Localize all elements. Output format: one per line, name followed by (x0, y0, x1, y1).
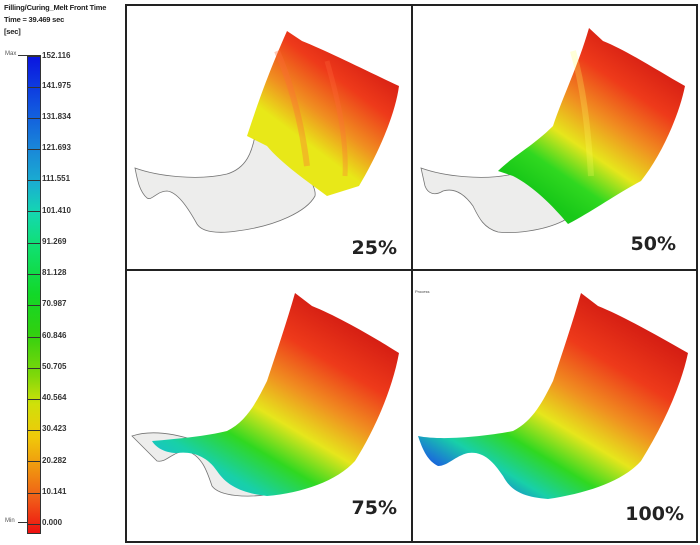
legend-unit: [sec] (4, 27, 21, 36)
tick-label: 81.128 (42, 268, 67, 277)
color-scale-bar (27, 55, 41, 534)
fill-percent-label: 75% (351, 497, 397, 519)
panel-75-percent: 75% (127, 271, 411, 539)
tick-label: 111.551 (42, 174, 71, 183)
legend-title: Filling/Curing_Melt Front Time (4, 3, 107, 12)
part-surface-50 (420, 28, 685, 233)
tick-label: 40.564 (42, 393, 67, 402)
tick-label: 101.410 (42, 206, 71, 215)
fill-percent-label: 25% (351, 237, 397, 259)
panel-100-percent: Process 100% (413, 271, 694, 539)
tick-label: 70.987 (42, 299, 67, 308)
fill-percent-label: 100% (625, 503, 684, 525)
grid-vertical-divider (411, 4, 413, 541)
min-label: Min (5, 518, 15, 524)
process-caption: Process (415, 289, 430, 294)
tick-label: 50.705 (42, 362, 67, 371)
tick-label: 60.846 (42, 331, 67, 340)
tick-label: 121.693 (42, 143, 71, 152)
tick-label: 0.000 (42, 518, 63, 527)
panel-25-percent: 25% (127, 6, 411, 269)
tick-label: 152.116 (42, 51, 71, 60)
max-marker (18, 55, 27, 56)
max-label: Max (5, 51, 17, 57)
grid-horizontal-divider (125, 269, 696, 271)
fill-percent-label: 50% (630, 233, 676, 255)
legend-time: Time = 39.469 sec (4, 15, 65, 24)
tick-label: 10.141 (42, 487, 67, 496)
tick-label: 20.282 (42, 456, 67, 465)
part-surface-25 (134, 31, 399, 233)
part-surface-75 (131, 293, 399, 497)
tick-label: 91.269 (42, 237, 67, 246)
part-surface-100 (418, 293, 688, 499)
min-marker (18, 522, 27, 523)
panel-50-percent: 50% (413, 6, 694, 269)
tick-label: 141.975 (42, 81, 71, 90)
tick-label: 131.834 (42, 112, 71, 121)
tick-label: 30.423 (42, 424, 67, 433)
